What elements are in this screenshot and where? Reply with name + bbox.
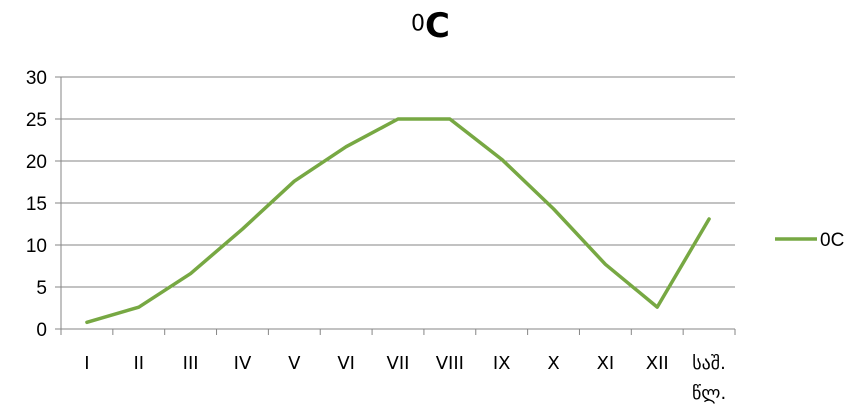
x-tick-label: I	[84, 353, 89, 374]
x-tick-label-line: II	[133, 353, 144, 374]
x-tick-label: V	[288, 353, 301, 374]
x-tick-label-line: I	[84, 353, 89, 374]
x-tick-label: VII	[387, 353, 410, 374]
y-tick-label: 5	[36, 278, 47, 299]
chart-title-main: C	[425, 6, 450, 46]
x-tick-label-line: V	[288, 353, 301, 374]
x-tick-label-line: IV	[234, 353, 252, 374]
y-tick-label: 10	[26, 236, 47, 257]
x-tick-label-line: IX	[493, 353, 511, 374]
y-tick-label: 25	[26, 110, 47, 131]
y-tick-label: 15	[26, 194, 47, 215]
y-tick-label: 30	[26, 68, 47, 89]
x-tick-label: XI	[597, 353, 615, 374]
x-tick-label: საშ. წლ.	[692, 353, 726, 404]
x-tick-label-line: XI	[597, 353, 615, 374]
x-tick-label-line: XII	[646, 353, 669, 374]
x-tick-label: II	[133, 353, 144, 374]
y-tick-label: 20	[26, 152, 47, 173]
x-tick-label-line: X	[547, 353, 559, 374]
x-tick-label-line: წლ.	[692, 383, 726, 404]
y-tick-label: 0	[36, 320, 47, 341]
x-tick-label-line: საშ.	[692, 353, 726, 374]
x-tick-label: IV	[234, 353, 252, 374]
chart-title-superscript: 0	[411, 11, 426, 37]
x-tick-label-line: VII	[387, 353, 410, 374]
x-tick-label: X	[547, 353, 559, 374]
series-line	[85, 117, 711, 325]
chart-title: 0C	[0, 6, 861, 46]
x-tick-label: VIII	[436, 353, 464, 374]
legend-label: 0C	[820, 230, 844, 251]
x-tick-label: III	[183, 353, 199, 374]
x-tick-label-line: III	[183, 353, 199, 374]
x-tick-label: VI	[337, 353, 355, 374]
x-tick-label: IX	[493, 353, 511, 374]
x-tick-label-line: VI	[337, 353, 355, 374]
x-tick-label-line: VIII	[436, 353, 464, 374]
x-tick-label: XII	[646, 353, 669, 374]
